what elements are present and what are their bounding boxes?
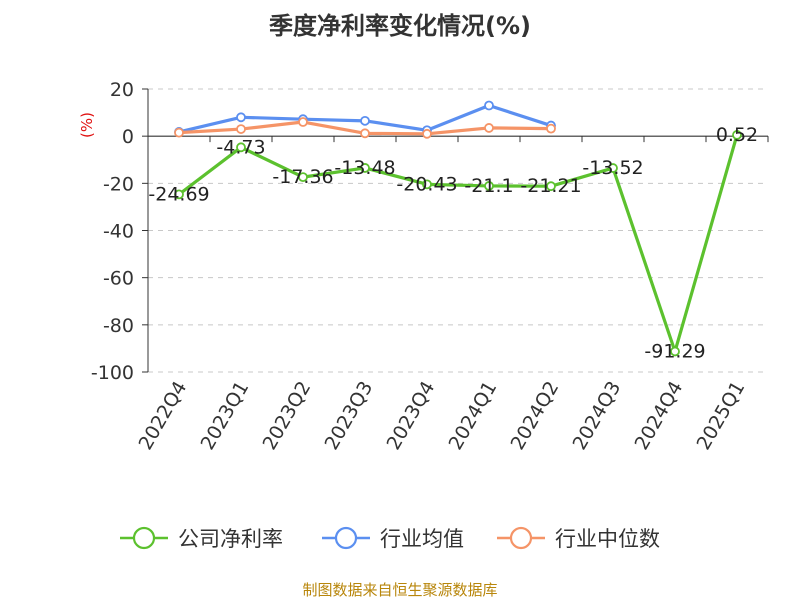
x-tick-label: 2023Q1 [197,378,254,454]
data-label: -24.69 [148,183,209,205]
data-point [484,100,494,111]
data-point [608,163,618,173]
y-tick-label: -80 [103,315,134,337]
y-tick-label: 0 [122,126,134,148]
legend-label: 公司净利率 [178,527,283,551]
x-tick-label: 2023Q4 [383,378,440,454]
legend-swatch-marker [334,526,358,550]
data-point [298,172,308,183]
y-tick-label: 20 [110,79,134,101]
data-point [236,124,246,134]
data-point [546,181,556,192]
data-point [670,346,680,357]
data-point [546,123,556,134]
data-point [360,128,370,139]
y-tick-label: -20 [103,173,134,195]
chart-title: 季度净利率变化情况(%) [269,12,531,40]
y-tick-label: -40 [103,221,134,243]
x-tick-label: 2024Q2 [507,378,564,454]
x-tick-label: 2024Q3 [569,378,626,454]
grid-lines [148,88,768,373]
legend-item: 行业均值 [322,526,464,551]
data-label: -20.43 [396,173,457,195]
legend-swatch-marker [509,526,533,550]
data-label: -91.29 [644,340,705,362]
data-labels: -24.69 -4.73 -17.36 -13.48-20.43 -21.1 -21.21… [148,124,758,363]
series-industry-median [174,117,556,139]
y-tick-label: -60 [103,268,134,290]
data-label: 0.52 [716,124,758,146]
x-tick-label: 2023Q3 [321,378,378,454]
data-point [360,163,370,173]
data-label: -21.1 [464,175,513,197]
series-line [177,133,739,354]
x-tick-label: 2024Q1 [445,378,502,454]
x-tick-label: 2024Q4 [631,378,688,454]
data-point [422,128,432,139]
legend: 公司净利率 行业均值 行业中位数 [120,526,660,551]
series-layer [174,100,742,357]
x-tick-label: 2025Q1 [693,378,750,454]
data-point [732,130,742,140]
x-tick-label: 2023Q2 [259,378,316,454]
data-point [484,123,494,133]
data-label: -21.21 [520,175,581,197]
data-label: -13.52 [582,157,643,179]
y-tick-label: -100 [91,362,134,384]
data-point [422,179,432,190]
data-label: -17.36 [272,166,333,188]
data-point [484,181,494,191]
y-axis-unit-label: (%) [78,112,96,138]
data-point [236,112,246,123]
data-label: -4.73 [216,136,265,158]
legend-label: 行业中位数 [555,527,660,551]
legend-item: 行业中位数 [497,526,660,551]
x-tick-label: 2022Q4 [135,378,192,454]
source-note: 制图数据来自恒生聚源数据库 [302,581,497,599]
legend-swatch-marker [132,526,156,550]
legend-label: 行业均值 [380,527,464,551]
data-point [298,117,308,127]
data-label: -13.48 [334,157,395,179]
data-point [174,189,184,200]
series-company-net-margin [174,130,742,357]
data-point [236,142,246,153]
legend-item: 公司净利率 [120,526,283,551]
data-point [174,127,184,138]
data-point [360,115,370,126]
